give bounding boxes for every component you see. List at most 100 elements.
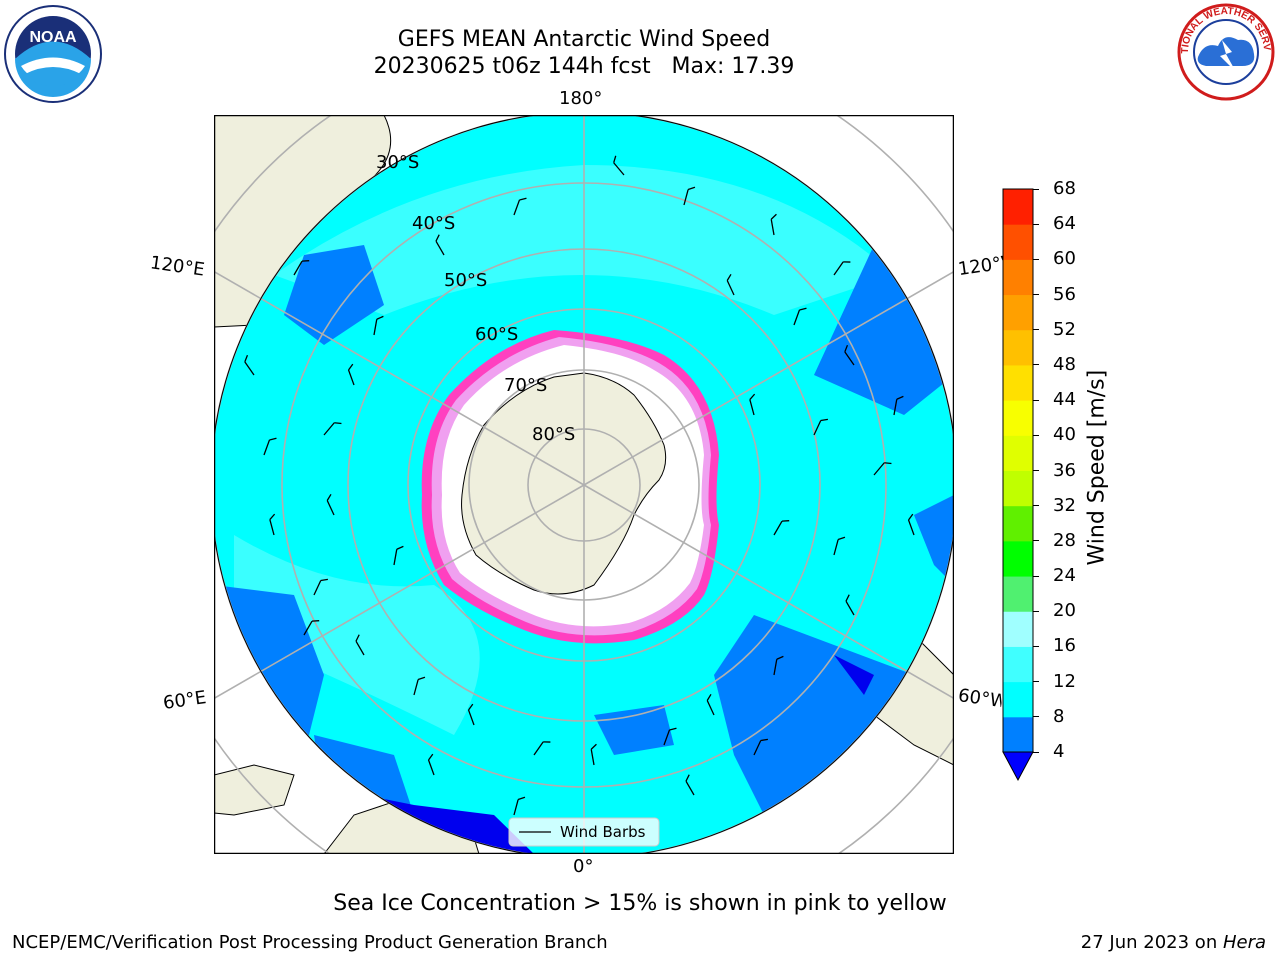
wind-barb (749, 393, 756, 416)
wind-barbs-legend: Wind Barbs (508, 817, 660, 847)
latitude-label-50s: 50°S (444, 270, 488, 291)
noaa-logo: NOAA (4, 5, 102, 103)
colorbar-tick (1033, 258, 1039, 260)
colorbar-segment (1003, 364, 1033, 401)
colorbar-segment (1003, 646, 1033, 683)
wind-barb (753, 738, 768, 756)
run-host: Hera (1222, 932, 1266, 953)
latitude-label-40s: 40°S (412, 213, 456, 234)
colorbar-segment (1003, 435, 1033, 471)
colorbar-segment (1003, 400, 1033, 436)
wind-barb (323, 422, 342, 436)
colorbar-segment (1003, 716, 1033, 753)
wind-barb (303, 620, 320, 636)
colorbar (1002, 188, 1034, 782)
wind-barb (326, 494, 335, 516)
colorbar-tick-label: 48 (1053, 353, 1076, 375)
wind-barb (773, 655, 784, 676)
wind-barb (907, 513, 915, 536)
colorbar-segment (1003, 576, 1033, 612)
colorbar-tick-label: 16 (1053, 635, 1076, 657)
colorbar-tick (1033, 329, 1039, 331)
colorbar-tick-label: 24 (1053, 565, 1076, 587)
wind-barbs (244, 155, 915, 816)
latitude-label-80s: 80°S (532, 424, 576, 445)
colorbar-tick-label: 32 (1053, 494, 1076, 516)
wind-barb (435, 234, 445, 256)
wind-barb (893, 395, 904, 416)
wind-barb (347, 363, 355, 386)
colorbar-tick (1033, 540, 1039, 542)
colorbar-tick-label: 56 (1053, 283, 1076, 305)
wind-barb (263, 437, 277, 456)
run-date-text: 27 Jun 2023 on (1080, 932, 1223, 953)
colorbar-tick-label: 36 (1053, 459, 1076, 481)
colorbar-tick-label: 68 (1053, 178, 1076, 199)
colorbar-tick-label: 40 (1053, 424, 1076, 446)
wind-barb (533, 741, 551, 756)
colorbar-segment (1003, 224, 1033, 260)
wind-barb (269, 513, 276, 536)
wind-barb (467, 703, 475, 726)
run-date: 27 Jun 2023 on Hera (1081, 932, 1266, 953)
noaa-logo-text: NOAA (29, 29, 77, 46)
wind-barb (413, 676, 426, 696)
meridian-label-120e: 120°E (148, 252, 206, 281)
latitude-label-30s: 30°S (376, 152, 420, 173)
colorbar-tick (1033, 751, 1039, 753)
colorbar-tick-label: 44 (1053, 389, 1076, 411)
colorbar-tick (1033, 434, 1039, 436)
wind-barb (313, 578, 328, 596)
colorbar-tick-label: 60 (1053, 248, 1076, 270)
wind-barb (373, 315, 384, 336)
colorbar-segment (1003, 259, 1033, 296)
colorbar-tick (1033, 294, 1039, 296)
wind-barb (513, 197, 527, 216)
colorbar-tick-label: 28 (1053, 529, 1076, 551)
wind-barb (293, 260, 310, 276)
legend-label: Wind Barbs (560, 823, 646, 841)
colorbar-tick (1033, 188, 1039, 190)
wind-barb (706, 694, 715, 716)
colorbar-tick (1033, 645, 1039, 647)
wind-barb (844, 344, 855, 366)
colorbar-tick (1033, 716, 1039, 718)
colorbar-segment (1003, 681, 1033, 718)
meridian-label-top: 180° (559, 88, 603, 109)
wind-barb (683, 186, 696, 206)
chart-subtitle: 20230625 t06z 144h fcst Max: 17.39 (373, 54, 795, 79)
wind-barb (590, 743, 597, 766)
meridian-lines (214, 115, 954, 854)
colorbar-tick (1033, 364, 1039, 366)
colorbar-tick-label: 64 (1053, 213, 1076, 235)
chart-title: GEFS MEAN Antarctic Wind Speed (397, 27, 771, 52)
producer-credit: NCEP/EMC/Verification Post Processing Pr… (12, 932, 608, 953)
wind-barb (770, 213, 777, 236)
land-antarctica (461, 372, 667, 595)
land-madagascar-outside (214, 764, 295, 816)
meridian-label-bottom: 0° (573, 856, 594, 877)
wind-barb (244, 354, 255, 376)
colorbar-tick (1033, 610, 1039, 612)
colorbar-tick (1033, 470, 1039, 471)
colorbar-tick (1033, 223, 1039, 225)
sea-ice-note: Sea Ice Concentration > 15% is shown in … (333, 891, 947, 916)
wind-barb (833, 261, 851, 276)
wind-barb (845, 594, 855, 616)
latitude-label-60s: 60°S (475, 324, 519, 345)
nws-logo: NATIONAL WEATHER SERVICE (1176, 2, 1275, 101)
meridian-label-60e: 60°E (161, 687, 208, 714)
wind-barb (613, 155, 625, 176)
colorbar-tick-label: 8 (1053, 705, 1065, 727)
colorbar-segment (1003, 470, 1033, 507)
wind-barb (393, 545, 404, 566)
colorbar-label: Wind Speed [m/s] (1084, 369, 1110, 566)
colorbar-tick-label: 20 (1053, 600, 1076, 622)
colorbar-segment (1003, 611, 1033, 647)
colorbar-tick (1033, 505, 1039, 507)
wind-barb (355, 634, 365, 656)
colorbar-segment (1003, 329, 1033, 366)
colorbar-tick (1033, 399, 1039, 401)
wind-barb (793, 307, 807, 326)
wind-barb (873, 462, 892, 476)
